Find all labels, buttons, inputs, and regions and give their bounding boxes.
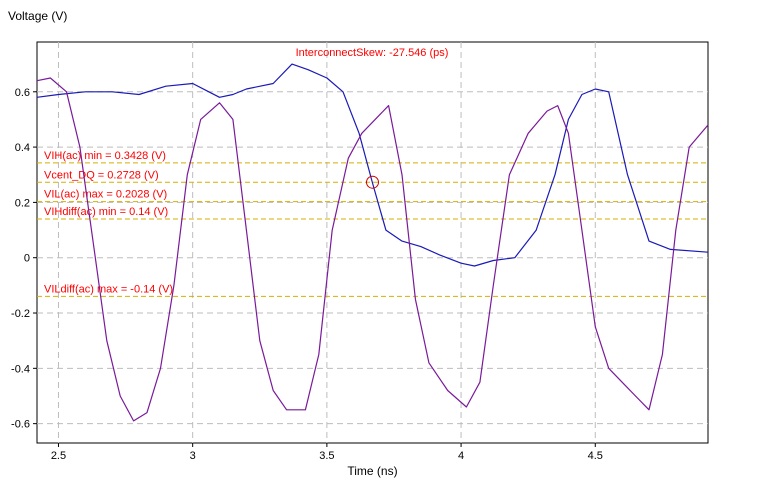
grid xyxy=(37,42,708,443)
threshold-lines: VIH(ac) min = 0.3428 (V) Vcent_DQ = 0.272… xyxy=(37,150,708,297)
y-axis-label: Voltage (V) xyxy=(8,9,67,23)
threshold-label: VILdiff(ac) max = -0.14 (V) xyxy=(44,283,173,295)
series-line-2 xyxy=(36,77,709,422)
y-tick-label: -0.2 xyxy=(11,308,30,320)
y-ticks: -0.6 -0.4 -0.2 0 0.2 0.4 0.6 xyxy=(11,87,37,431)
plot-area xyxy=(36,41,709,444)
x-tick-label: 4 xyxy=(458,450,464,462)
x-tick-label: 2.5 xyxy=(51,450,66,462)
y-tick-label: 0.2 xyxy=(15,197,30,209)
y-tick-label: 0.6 xyxy=(15,87,30,99)
series-line-1 xyxy=(36,63,709,267)
threshold-label: VIL(ac) max = 0.2028 (V) xyxy=(44,189,167,201)
y-tick-label: -0.6 xyxy=(11,419,30,431)
x-tick-label: 3 xyxy=(190,450,196,462)
threshold-label: VIH(ac) min = 0.3428 (V) xyxy=(44,150,166,162)
y-tick-label: -0.4 xyxy=(11,363,30,375)
y-tick-label: 0 xyxy=(24,253,30,265)
interconnect-skew-annotation: InterconnectSkew: -27.546 (ps) xyxy=(296,47,449,59)
x-tick-label: 3.5 xyxy=(319,450,334,462)
threshold-label: VIHdiff(ac) min = 0.14 (V) xyxy=(44,206,168,218)
y-tick-label: 0.4 xyxy=(15,142,30,154)
series-lines xyxy=(36,63,709,422)
x-ticks: 2.5 3 3.5 4 4.5 xyxy=(51,443,603,462)
threshold-label: Vcent_DQ = 0.2728 (V) xyxy=(44,169,159,181)
crossing-marker xyxy=(366,175,379,189)
x-axis-label: Time (ns) xyxy=(347,464,397,478)
x-tick-label: 4.5 xyxy=(588,450,603,462)
